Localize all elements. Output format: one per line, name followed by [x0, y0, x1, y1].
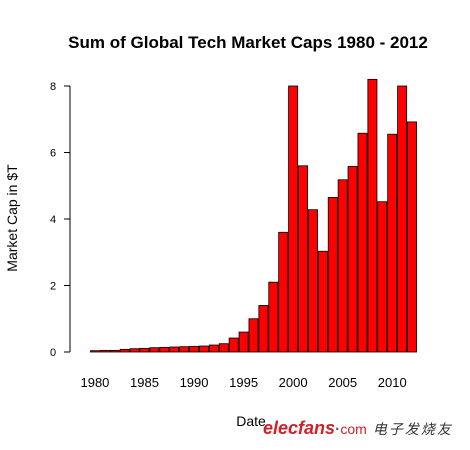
- bar-2003: [317, 250, 328, 353]
- watermark-brand: elecfans: [263, 418, 336, 438]
- bar-1981: [99, 349, 110, 353]
- x-tick-label: 2010: [378, 375, 407, 390]
- bar-2005: [337, 179, 348, 353]
- bar-1987: [159, 346, 170, 353]
- bar-1980: [90, 350, 100, 353]
- x-tick-label: 1980: [80, 375, 109, 390]
- x-axis: 1980 1985 1990 1995 2000 2005 2010: [80, 375, 406, 390]
- y-tick-label: 0: [50, 347, 56, 359]
- bar-2000: [288, 85, 299, 353]
- bar-2004: [327, 196, 338, 353]
- watermark-domain: com: [340, 421, 367, 437]
- bar-2008: [367, 78, 378, 353]
- bar-1988: [169, 346, 180, 353]
- x-axis-label: Date: [236, 413, 266, 429]
- bar-2001: [298, 165, 308, 353]
- x-tick-label: 2005: [328, 375, 357, 390]
- bar-2012: [407, 121, 417, 353]
- y-tick-label: 2: [50, 281, 56, 293]
- bar-1984: [129, 348, 140, 353]
- y-tick-label: 4: [50, 214, 56, 226]
- x-tick-label: 1990: [180, 375, 209, 390]
- watermark-logo: elecfans·com 电子发烧友: [263, 418, 453, 439]
- bar-1998: [268, 281, 279, 353]
- bar-2010: [387, 133, 398, 353]
- bar-1999: [278, 231, 289, 353]
- watermark-chinese: 电子发烧友: [372, 422, 453, 438]
- bar-1985: [139, 347, 150, 353]
- y-tick-label: 6: [50, 148, 56, 160]
- bar-1982: [109, 349, 120, 353]
- y-tick-label: 8: [50, 81, 56, 93]
- x-tick-label: 1985: [130, 375, 159, 390]
- y-axis-label: Market Cap in $T: [4, 164, 20, 272]
- x-tick-label: 2000: [279, 375, 308, 390]
- watermark-dot: ·: [335, 421, 341, 438]
- x-tick-label: 1995: [229, 375, 258, 390]
- bar-1994: [228, 337, 239, 353]
- bar-2002: [307, 209, 318, 353]
- chart-title: Sum of Global Tech Market Caps 1980 - 20…: [68, 33, 428, 52]
- bar-1993: [218, 343, 229, 353]
- bar-1991: [198, 345, 209, 353]
- bar-2011: [397, 85, 408, 353]
- bar-1995: [238, 331, 249, 353]
- bar-2006: [347, 166, 358, 353]
- bar-2009: [377, 201, 388, 353]
- bars: [90, 78, 417, 353]
- bar-1996: [248, 318, 259, 353]
- bar-1997: [258, 305, 269, 353]
- bar-1992: [208, 344, 219, 353]
- y-axis: 0 2 4 6 8: [50, 81, 71, 359]
- bar-2007: [357, 132, 368, 353]
- bar-1986: [149, 347, 160, 353]
- bar-1983: [119, 348, 130, 353]
- bar-1990: [189, 345, 200, 353]
- bar-1989: [179, 346, 190, 353]
